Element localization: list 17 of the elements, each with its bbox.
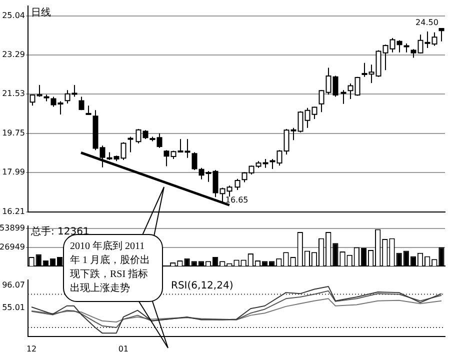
y-tick-label: 21.53 — [2, 88, 25, 98]
x-tick-label: 01 — [118, 344, 129, 354]
annotation: 2010 年底到 2011 年 1 月底，股价出现下跌，RSI 指标出现上涨走势 — [70, 241, 150, 294]
y-tick-label: 16.21 — [2, 207, 25, 216]
annotation: RSI(6,12,24) — [171, 280, 234, 292]
y-tick-label: 19.75 — [2, 128, 25, 138]
annotation: 16.65 — [225, 195, 248, 204]
annotation: 24.50 — [416, 18, 438, 28]
chart-title: 日线 — [31, 6, 51, 18]
x-tick-label: 12 — [26, 344, 37, 354]
y-tick-label: 96.07 — [2, 280, 25, 290]
y-tick-label: 53899 — [0, 224, 25, 233]
y-tick-label: 17.99 — [2, 168, 25, 177]
y-tick-label: 26949 — [0, 242, 25, 252]
y-tick-label: 55.01 — [2, 303, 25, 312]
y-tick-label: 23.29 — [2, 50, 25, 59]
y-tick-label: 25.04 — [2, 11, 25, 20]
